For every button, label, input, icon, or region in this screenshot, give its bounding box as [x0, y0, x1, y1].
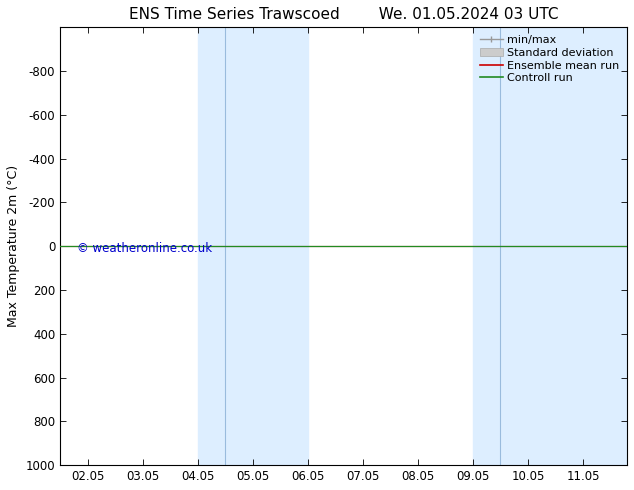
- Legend: min/max, Standard deviation, Ensemble mean run, Controll run: min/max, Standard deviation, Ensemble me…: [478, 33, 621, 86]
- Text: © weatheronline.co.uk: © weatheronline.co.uk: [77, 242, 212, 255]
- Title: ENS Time Series Trawscoed        We. 01.05.2024 03 UTC: ENS Time Series Trawscoed We. 01.05.2024…: [129, 7, 559, 22]
- Bar: [198, 27, 307, 465]
- Bar: [473, 27, 627, 465]
- Y-axis label: Max Temperature 2m (°C): Max Temperature 2m (°C): [7, 165, 20, 327]
